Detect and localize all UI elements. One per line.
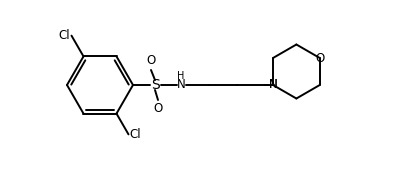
Text: S: S bbox=[151, 78, 159, 92]
Text: H: H bbox=[177, 71, 185, 81]
Text: N: N bbox=[177, 79, 185, 92]
Text: O: O bbox=[315, 52, 324, 65]
Text: Cl: Cl bbox=[130, 128, 141, 141]
Text: N: N bbox=[269, 79, 278, 92]
Text: O: O bbox=[146, 54, 156, 67]
Text: O: O bbox=[154, 102, 163, 116]
Text: Cl: Cl bbox=[59, 29, 70, 42]
Text: N: N bbox=[269, 79, 278, 92]
